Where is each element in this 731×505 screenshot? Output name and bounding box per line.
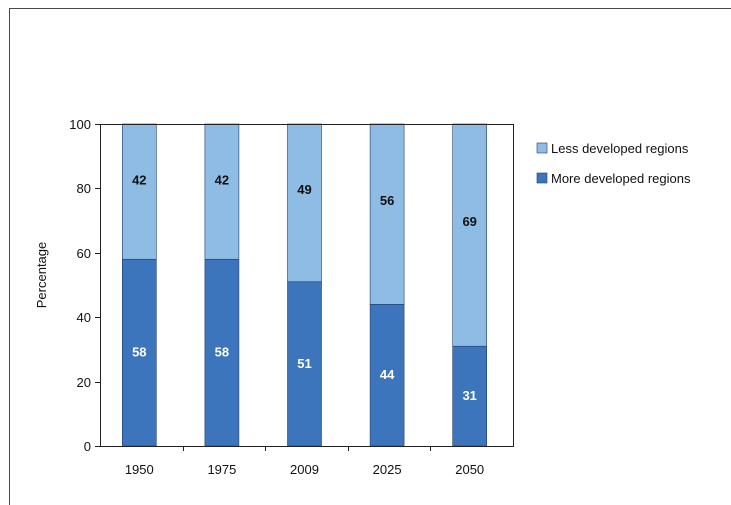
y-axis-title: Percentage bbox=[34, 242, 49, 309]
x-tick-label: 2050 bbox=[455, 462, 484, 477]
data-label: 51 bbox=[297, 356, 311, 371]
y-tick-label: 80 bbox=[77, 181, 91, 196]
data-label: 69 bbox=[462, 214, 476, 229]
x-tick-label: 2025 bbox=[373, 462, 402, 477]
data-label: 58 bbox=[132, 345, 146, 360]
data-label: 56 bbox=[380, 193, 394, 208]
bar-segment-more-developed bbox=[204, 258, 240, 447]
y-tick-label: 0 bbox=[84, 439, 91, 454]
chart-frame bbox=[9, 8, 731, 505]
x-tick-label: 1975 bbox=[207, 462, 236, 477]
bar-segment-less-developed bbox=[287, 123, 322, 283]
legend-swatch bbox=[536, 172, 548, 184]
y-tick-label: 40 bbox=[77, 310, 91, 325]
bar-segment-less-developed bbox=[204, 123, 240, 260]
legend: Less developed regions More developed reg… bbox=[536, 141, 691, 186]
y-tick-label: 100 bbox=[69, 117, 91, 132]
data-label: 49 bbox=[297, 182, 311, 197]
plot-area-border bbox=[100, 124, 514, 447]
data-labels-layer: 58 42 58 42 51 49 44 56 31 69 bbox=[132, 173, 477, 403]
y-axis: 0 20 40 60 80 100 bbox=[69, 117, 100, 454]
data-label: 42 bbox=[132, 173, 146, 188]
legend-label: Less developed regions bbox=[551, 141, 689, 156]
x-tick-label: 2009 bbox=[290, 462, 319, 477]
y-tick-label: 60 bbox=[77, 246, 91, 261]
bar-segment-less-developed bbox=[369, 123, 405, 305]
legend-swatch bbox=[536, 142, 548, 154]
data-label: 58 bbox=[215, 345, 229, 360]
y-tick-label: 20 bbox=[77, 375, 91, 390]
data-label: 31 bbox=[462, 388, 476, 403]
legend-label: More developed regions bbox=[551, 171, 691, 186]
bar-segment-less-developed bbox=[122, 123, 157, 260]
x-tick-label: 1950 bbox=[125, 462, 154, 477]
x-axis: 1950 1975 2009 2025 2050 bbox=[125, 446, 484, 477]
bar-segment-less-developed bbox=[452, 123, 488, 347]
data-label: 42 bbox=[215, 173, 229, 188]
bars-layer bbox=[122, 123, 488, 447]
data-label: 44 bbox=[380, 367, 395, 382]
